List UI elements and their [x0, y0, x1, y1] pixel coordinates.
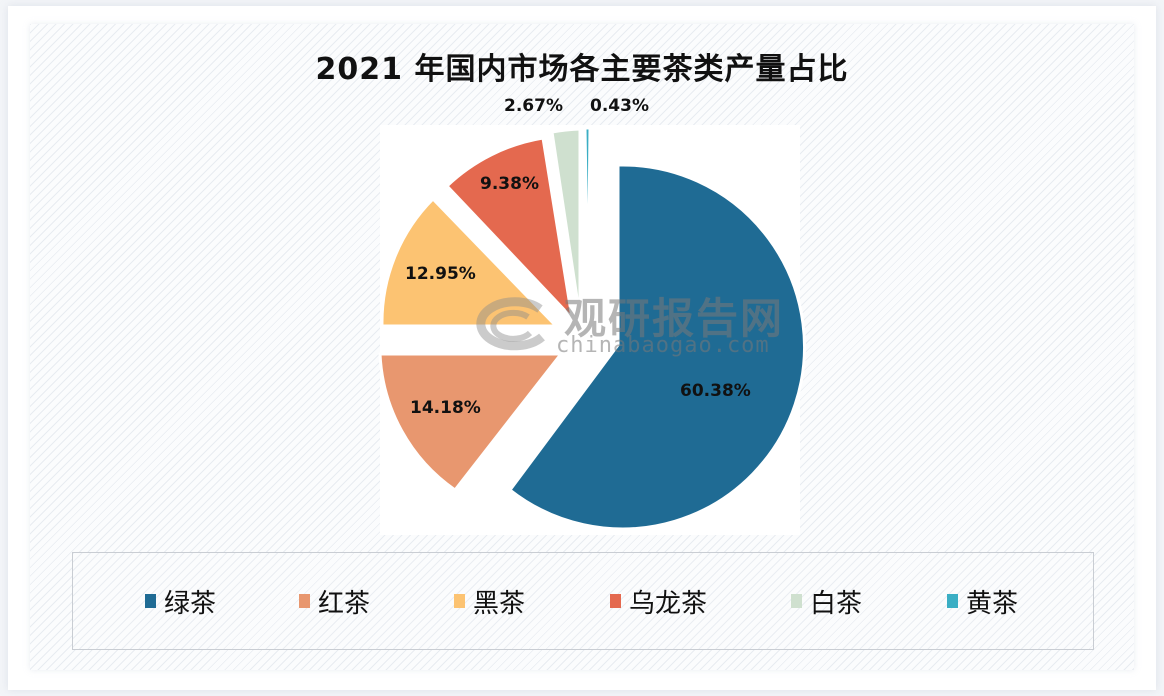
legend-label: 红茶 — [318, 588, 371, 619]
legend: 绿茶 红茶 黑茶 乌龙茶 白茶 黄茶 — [72, 552, 1094, 650]
label-yellow-tea: 0.43% — [590, 96, 649, 116]
slice-green-tea[interactable] — [508, 163, 806, 531]
legend-swatch-icon — [454, 594, 465, 608]
legend-item-red-tea[interactable]: 红茶 — [299, 583, 370, 619]
label-dark-tea: 12.95% — [405, 264, 476, 284]
legend-swatch-icon — [947, 594, 958, 608]
label-oolong-tea: 9.38% — [480, 174, 539, 194]
legend-label: 黑茶 — [473, 588, 526, 619]
label-green-tea: 60.38% — [680, 381, 751, 401]
legend-swatch-icon — [791, 594, 802, 608]
legend-label: 白茶 — [810, 588, 863, 619]
slice-yellow-tea[interactable] — [583, 126, 592, 320]
legend-item-dark-tea[interactable]: 黑茶 — [454, 583, 525, 619]
slice-white-tea[interactable] — [550, 127, 582, 320]
label-red-tea: 14.18% — [410, 398, 481, 418]
slice-red-tea[interactable] — [378, 352, 563, 492]
legend-swatch-icon — [610, 594, 621, 608]
legend-swatch-icon — [299, 594, 310, 608]
legend-label: 绿茶 — [164, 588, 217, 619]
slice-dark-tea[interactable] — [380, 197, 558, 328]
legend-item-green-tea[interactable]: 绿茶 — [145, 583, 216, 619]
legend-item-white-tea[interactable]: 白茶 — [791, 583, 862, 619]
label-white-tea: 2.67% — [504, 96, 563, 116]
legend-swatch-icon — [145, 594, 156, 608]
slice-oolong-tea[interactable] — [445, 136, 574, 320]
legend-item-oolong-tea[interactable]: 乌龙茶 — [610, 583, 707, 619]
legend-label: 黄茶 — [966, 588, 1019, 619]
legend-label: 乌龙茶 — [629, 588, 708, 619]
legend-item-yellow-tea[interactable]: 黄茶 — [947, 583, 1018, 619]
chart-title: 2021 年国内市场各主要茶类产量占比 — [315, 52, 849, 87]
